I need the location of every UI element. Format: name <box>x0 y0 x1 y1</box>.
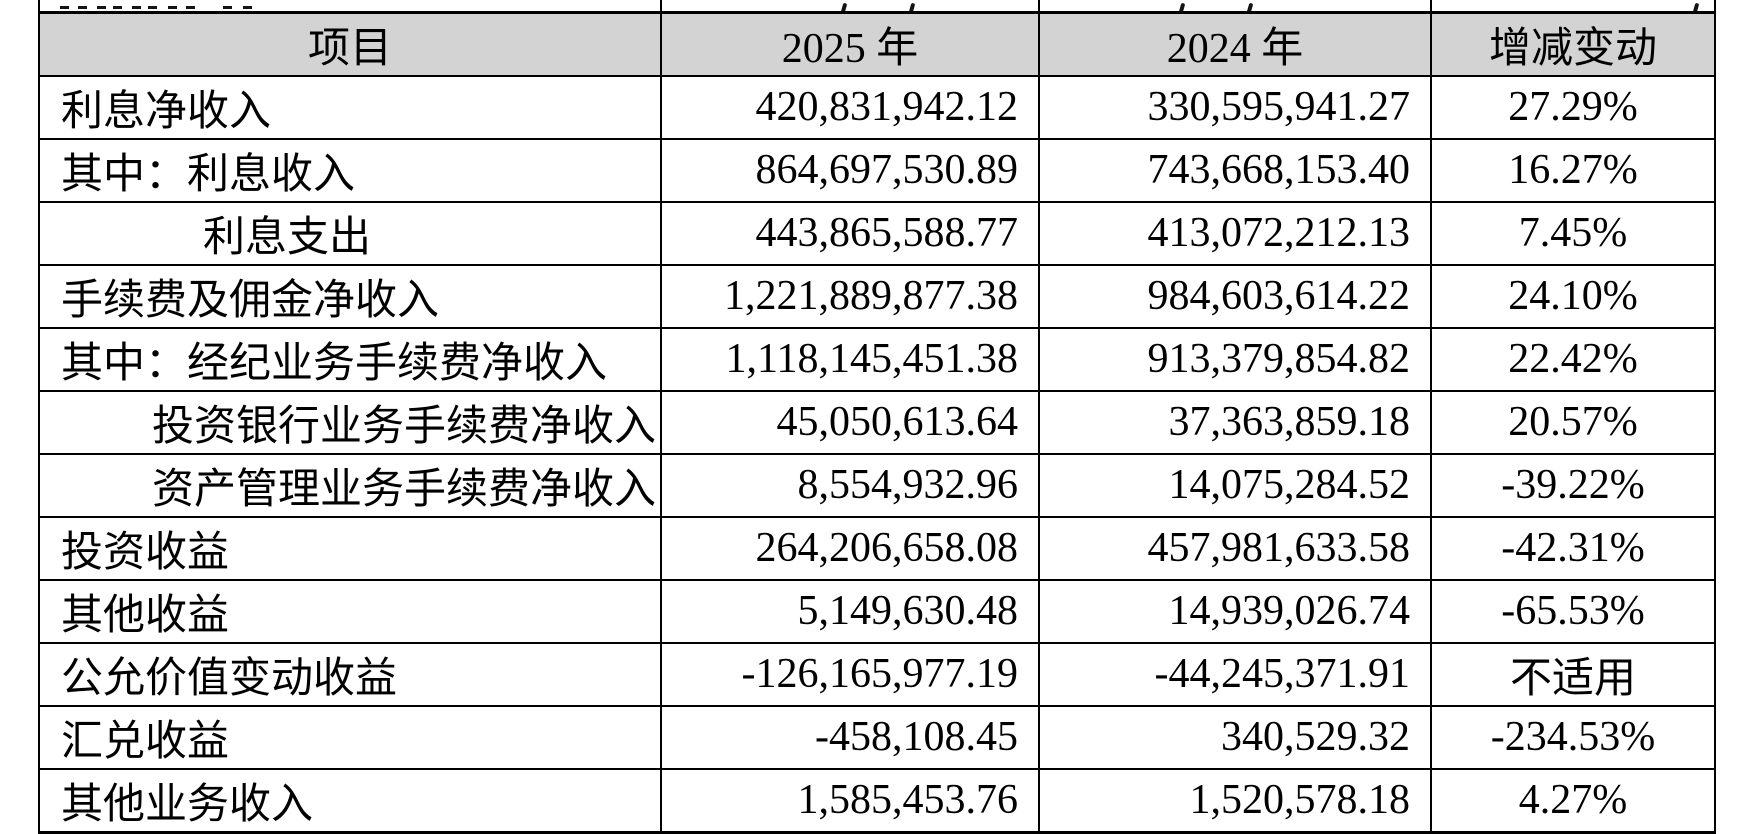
row-value-2025: -126,165,977.19 <box>660 641 1040 707</box>
table-row: 其他收益 5,149,630.48 14,939,026.74 -65.53% <box>38 578 1716 644</box>
table-row: 汇兑收益 -458,108.45 340,529.32 -234.53% <box>38 704 1716 770</box>
row-value-2024: 984,603,614.22 <box>1038 263 1432 329</box>
row-value-2024: -44,245,371.91 <box>1038 641 1432 707</box>
clipped-text-fragment <box>186 5 195 9</box>
document-page: 项目 2025 年 2024 年 增减变动 利息净收入 420,831,942.1… <box>38 0 1716 834</box>
table-body: 利息净收入 420,831,942.12 330,595,941.27 27.29% 其… <box>38 74 1716 834</box>
row-item-label: 手续费及佣金净收入 <box>38 263 662 329</box>
row-value-2024: 1,520,578.18 <box>1038 767 1432 834</box>
row-item-label: 汇兑收益 <box>38 704 662 770</box>
clipped-text-fragment <box>168 5 177 9</box>
row-value-2024: 913,379,854.82 <box>1038 326 1432 392</box>
header-cell-item: 项目 <box>38 11 662 77</box>
row-value-2025: 8,554,932.96 <box>660 452 1040 518</box>
row-value-2025: 45,050,613.64 <box>660 389 1040 455</box>
table-row: 手续费及佣金净收入 1,221,889,877.38 984,603,614.22 2… <box>38 263 1716 329</box>
clipped-text-fragment <box>148 5 157 9</box>
clipped-cell-2025 <box>660 0 1040 14</box>
row-item-label: 其他业务收入 <box>38 767 662 834</box>
row-value-2025: 1,118,145,451.38 <box>660 326 1040 392</box>
row-change-value: 20.57% <box>1430 389 1716 455</box>
clipped-text-fragment <box>78 5 87 9</box>
row-change-value: 22.42% <box>1430 326 1716 392</box>
financial-income-table: 项目 2025 年 2024 年 增减变动 利息净收入 420,831,942.1… <box>38 0 1716 834</box>
clipped-row <box>38 0 1716 14</box>
table-row: 其中：利息收入 864,697,530.89 743,668,153.40 16.27… <box>38 137 1716 203</box>
table-row: 其他业务收入 1,585,453.76 1,520,578.18 4.27% <box>38 767 1716 834</box>
row-value-2024: 457,981,633.58 <box>1038 515 1432 581</box>
table-row: 利息净收入 420,831,942.12 330,595,941.27 27.29% <box>38 74 1716 140</box>
row-item-label: 资产管理业务手续费净收入 <box>38 452 662 518</box>
header-cell-2025: 2025 年 <box>660 11 1040 77</box>
clipped-text-fragment <box>97 5 106 9</box>
row-value-2024: 14,075,284.52 <box>1038 452 1432 518</box>
row-value-2025: 264,206,658.08 <box>660 515 1040 581</box>
row-change-value: 不适用 <box>1430 641 1716 707</box>
table-row: 投资收益 264,206,658.08 457,981,633.58 -42.31% <box>38 515 1716 581</box>
row-value-2024: 14,939,026.74 <box>1038 578 1432 644</box>
clipped-text-fragment <box>113 5 122 9</box>
clipped-comma-fragment <box>1178 2 1186 9</box>
row-item-label: 投资银行业务手续费净收入 <box>38 389 662 455</box>
clipped-text-fragment <box>132 5 141 9</box>
header-cell-2024: 2024 年 <box>1038 11 1432 77</box>
row-value-2025: 420,831,942.12 <box>660 74 1040 140</box>
row-value-2024: 413,072,212.13 <box>1038 200 1432 266</box>
row-value-2025: 5,149,630.48 <box>660 578 1040 644</box>
clipped-cell-item <box>38 0 662 14</box>
clipped-comma-fragment <box>840 2 848 9</box>
clipped-comma-fragment <box>908 2 916 9</box>
table-row: 投资银行业务手续费净收入 45,050,613.64 37,363,859.18 20… <box>38 389 1716 455</box>
table-row: 资产管理业务手续费净收入 8,554,932.96 14,075,284.52 -39… <box>38 452 1716 518</box>
row-value-2025: -458,108.45 <box>660 704 1040 770</box>
row-change-value: 27.29% <box>1430 74 1716 140</box>
row-item-label: 其中：经纪业务手续费净收入 <box>38 326 662 392</box>
table-row: 公允价值变动收益 -126,165,977.19 -44,245,371.91 不适用 <box>38 641 1716 707</box>
row-change-value: -39.22% <box>1430 452 1716 518</box>
clipped-text-fragment <box>223 5 232 9</box>
row-change-value: 4.27% <box>1430 767 1716 834</box>
row-item-label: 投资收益 <box>38 515 662 581</box>
row-change-value: 24.10% <box>1430 263 1716 329</box>
row-change-value: 16.27% <box>1430 137 1716 203</box>
clipped-cell-2024 <box>1038 0 1432 14</box>
row-item-label: 利息净收入 <box>38 74 662 140</box>
clipped-comma-fragment <box>1246 2 1254 9</box>
row-value-2025: 864,697,530.89 <box>660 137 1040 203</box>
header-cell-change: 增减变动 <box>1430 11 1716 77</box>
row-change-value: -65.53% <box>1430 578 1716 644</box>
row-item-label: 其他收益 <box>38 578 662 644</box>
clipped-text-fragment <box>243 5 252 9</box>
row-value-2024: 330,595,941.27 <box>1038 74 1432 140</box>
row-change-value: -234.53% <box>1430 704 1716 770</box>
row-item-label: 其中：利息收入 <box>38 137 662 203</box>
clipped-comma-fragment <box>1692 2 1700 9</box>
clipped-cell-change <box>1430 0 1716 14</box>
row-value-2024: 37,363,859.18 <box>1038 389 1432 455</box>
row-value-2024: 340,529.32 <box>1038 704 1432 770</box>
row-value-2025: 1,585,453.76 <box>660 767 1040 834</box>
table-row: 利息支出 443,865,588.77 413,072,212.13 7.45% <box>38 200 1716 266</box>
row-value-2024: 743,668,153.40 <box>1038 137 1432 203</box>
header-row: 项目 2025 年 2024 年 增减变动 <box>38 11 1716 77</box>
row-value-2025: 443,865,588.77 <box>660 200 1040 266</box>
row-change-value: 7.45% <box>1430 200 1716 266</box>
table-row: 其中：经纪业务手续费净收入 1,118,145,451.38 913,379,854… <box>38 326 1716 392</box>
row-item-label: 利息支出 <box>38 200 662 266</box>
row-item-label: 公允价值变动收益 <box>38 641 662 707</box>
clipped-text-fragment <box>60 5 69 9</box>
row-change-value: -42.31% <box>1430 515 1716 581</box>
row-value-2025: 1,221,889,877.38 <box>660 263 1040 329</box>
